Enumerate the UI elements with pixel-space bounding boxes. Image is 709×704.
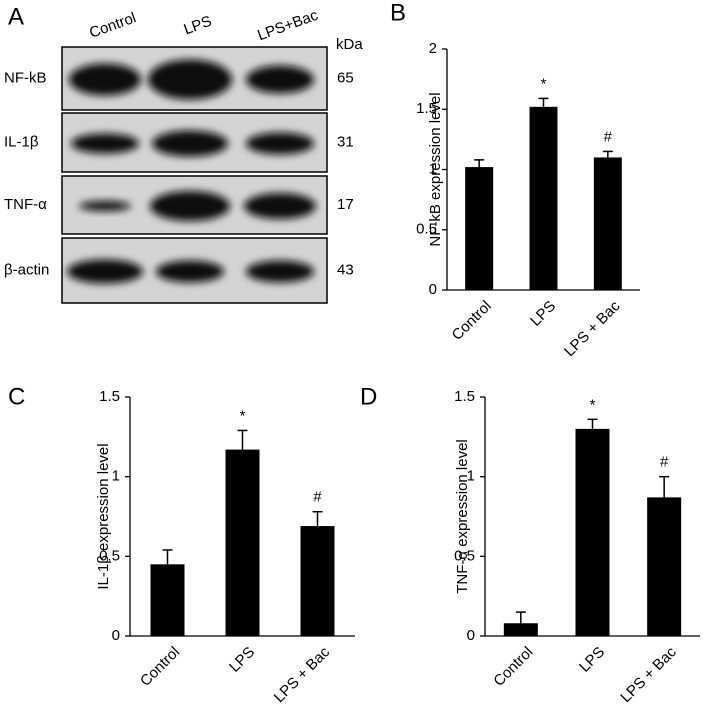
row-label: NF-kB [4, 69, 47, 86]
blot-band [67, 259, 143, 284]
y-tick-label: 1.5 [416, 100, 437, 117]
y-tick-label: 1 [112, 468, 120, 485]
y-tick-label: 1.5 [99, 388, 120, 405]
y-tick-label: 2 [429, 40, 437, 57]
bar [593, 157, 622, 290]
row-label: IL-1β [4, 133, 39, 150]
lane-label: LPS+Bac [255, 7, 320, 45]
bar [150, 564, 185, 636]
significance-mark: * [541, 75, 547, 92]
bar [529, 106, 558, 290]
y-axis-label: IL-1β expression level [95, 443, 112, 589]
significance-mark: # [604, 128, 613, 145]
row-label: β-actin [4, 261, 49, 278]
blot-band [152, 130, 228, 157]
y-tick-label: 0.5 [454, 547, 475, 564]
significance-mark: # [313, 489, 322, 506]
bar [575, 428, 610, 636]
y-axis-label: NF-kB expression level [427, 92, 444, 246]
significance-mark: * [590, 396, 596, 413]
x-tick-label: LPS [527, 298, 559, 330]
significance-mark: * [240, 407, 246, 424]
blot-band [246, 132, 314, 155]
x-tick-label: Control [449, 298, 495, 344]
kda-label: 65 [337, 69, 354, 86]
blot-band [246, 65, 314, 94]
bar [300, 526, 335, 636]
kda-label: 43 [337, 261, 354, 278]
y-tick-label: 0 [467, 627, 475, 644]
kda-label: 31 [337, 133, 354, 150]
y-tick-label: 1.5 [454, 388, 475, 405]
blot-band [69, 63, 141, 96]
bar [465, 167, 494, 290]
unit-label: kDa [336, 36, 363, 53]
blot-band [79, 201, 131, 211]
y-tick-label: 0.5 [99, 547, 120, 564]
x-tick-label: LPS [576, 644, 608, 676]
panel-letter: D [360, 383, 377, 410]
y-tick-label: 0.5 [416, 221, 437, 238]
x-tick-label: LPS + Bac [617, 643, 680, 704]
panel-letter: B [390, 0, 406, 26]
panel-letter: A [8, 3, 24, 30]
blot-band [71, 133, 139, 154]
blot-band [148, 59, 232, 100]
bar [503, 623, 538, 636]
y-tick-label: 0 [112, 627, 120, 644]
y-tick-label: 1 [467, 468, 475, 485]
y-axis-label: TNF-α expression level [454, 439, 471, 594]
bar [647, 497, 682, 636]
blot-band [246, 260, 314, 283]
significance-mark: # [660, 454, 669, 471]
x-tick-label: Control [137, 644, 183, 690]
x-tick-label: Control [490, 644, 536, 690]
y-tick-label: 1 [429, 160, 437, 177]
row-label: TNF-α [4, 196, 47, 213]
blot-band [150, 191, 230, 221]
x-tick-label: LPS + Bac [271, 643, 334, 704]
bar [225, 449, 260, 636]
panel-letter: C [8, 383, 25, 410]
y-tick-label: 0 [429, 281, 437, 298]
x-tick-label: LPS [226, 644, 258, 676]
x-tick-label: LPS + Bac [561, 297, 624, 360]
lane-label: LPS [182, 13, 214, 39]
blot-band [244, 193, 316, 219]
kda-label: 17 [337, 196, 354, 213]
lane-label: Control [87, 9, 138, 42]
blot-band [156, 260, 224, 283]
